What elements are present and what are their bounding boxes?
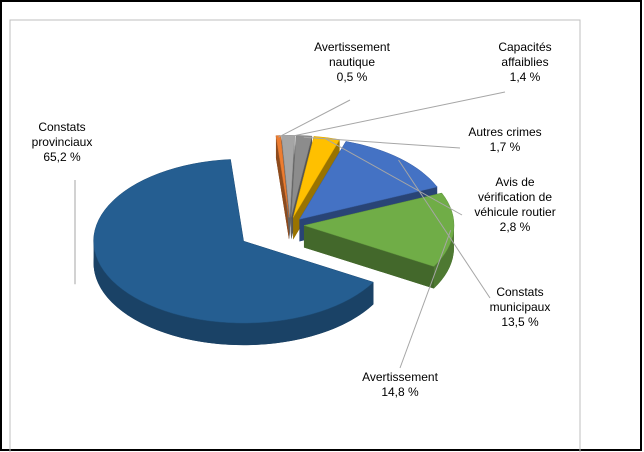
leader-line — [278, 99, 351, 138]
slice — [93, 159, 374, 324]
value-label: 13,5 % — [501, 315, 539, 329]
slice — [298, 141, 438, 220]
slice — [275, 135, 290, 218]
slice-label: Avis de vérification de véhicule routier — [474, 175, 556, 219]
slice-label: Constats municipaux — [489, 285, 551, 314]
leader-line — [303, 136, 461, 149]
slice-label: Capacités affaiblies — [498, 40, 552, 69]
slice-face — [289, 135, 295, 240]
slice-label: Avertissement — [362, 370, 438, 384]
slice-label: Constats provinciaux — [31, 120, 93, 149]
slice-face — [303, 225, 434, 289]
value-label: 14,8 % — [381, 385, 419, 399]
slice — [303, 192, 455, 267]
chart-area — [9, 19, 581, 452]
slice-side — [93, 241, 374, 346]
value-label: 1,7 % — [489, 140, 521, 154]
leader-line — [326, 138, 463, 216]
slice-label: Avertissement nautique — [314, 40, 390, 69]
leader-line — [287, 91, 506, 138]
value-label: 0,5 % — [336, 70, 368, 84]
value-label: 65,2 % — [43, 150, 81, 164]
slice-label: Autres crimes — [468, 125, 542, 139]
slice-face — [275, 135, 289, 240]
value-label: 1,4 % — [509, 70, 541, 84]
leader-line — [398, 159, 491, 299]
leader-line — [399, 230, 452, 369]
slice-side — [433, 225, 454, 289]
value-label: 2,8 % — [499, 220, 531, 234]
